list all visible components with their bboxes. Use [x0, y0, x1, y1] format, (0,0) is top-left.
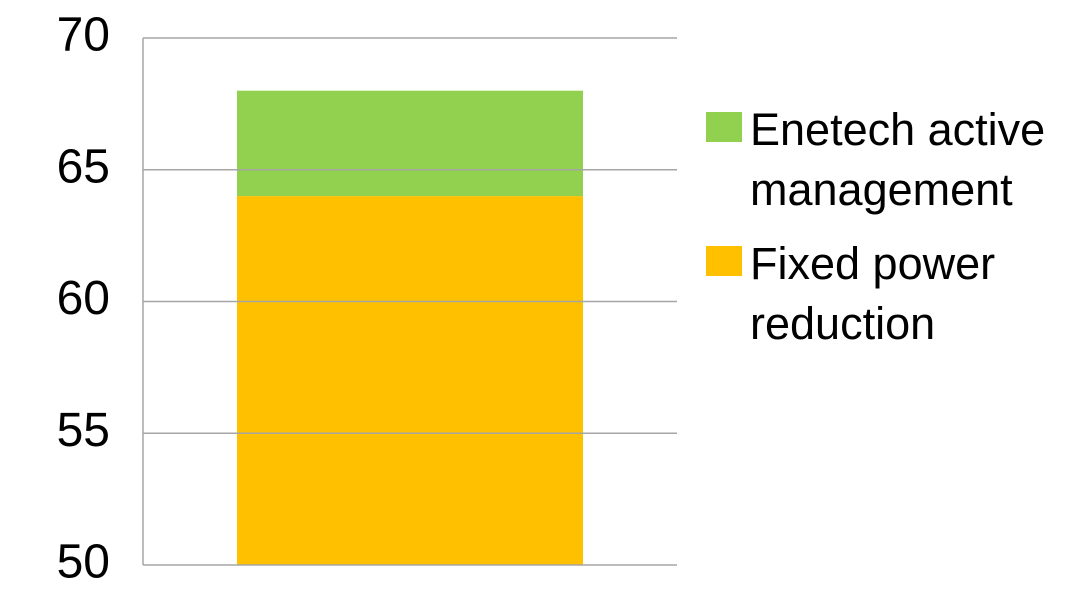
legend-item: Enetech active management [706, 100, 1061, 220]
y-tick-label: 50 [57, 536, 110, 589]
y-tick-label: 70 [57, 9, 110, 62]
bar-segment [236, 90, 584, 197]
legend-label: Fixed power reduction [750, 238, 996, 349]
y-tick-label: 65 [57, 140, 110, 193]
legend-swatch [706, 112, 742, 142]
legend-item: Fixed power reduction [706, 234, 1061, 354]
legend-swatch [706, 246, 742, 276]
legend: Enetech active management Fixed power red… [706, 100, 1061, 368]
y-tick-label: 55 [57, 404, 110, 457]
y-tick-label: 60 [57, 272, 110, 325]
bar-segment [236, 196, 584, 565]
legend-label: Enetech active management [750, 104, 1046, 215]
